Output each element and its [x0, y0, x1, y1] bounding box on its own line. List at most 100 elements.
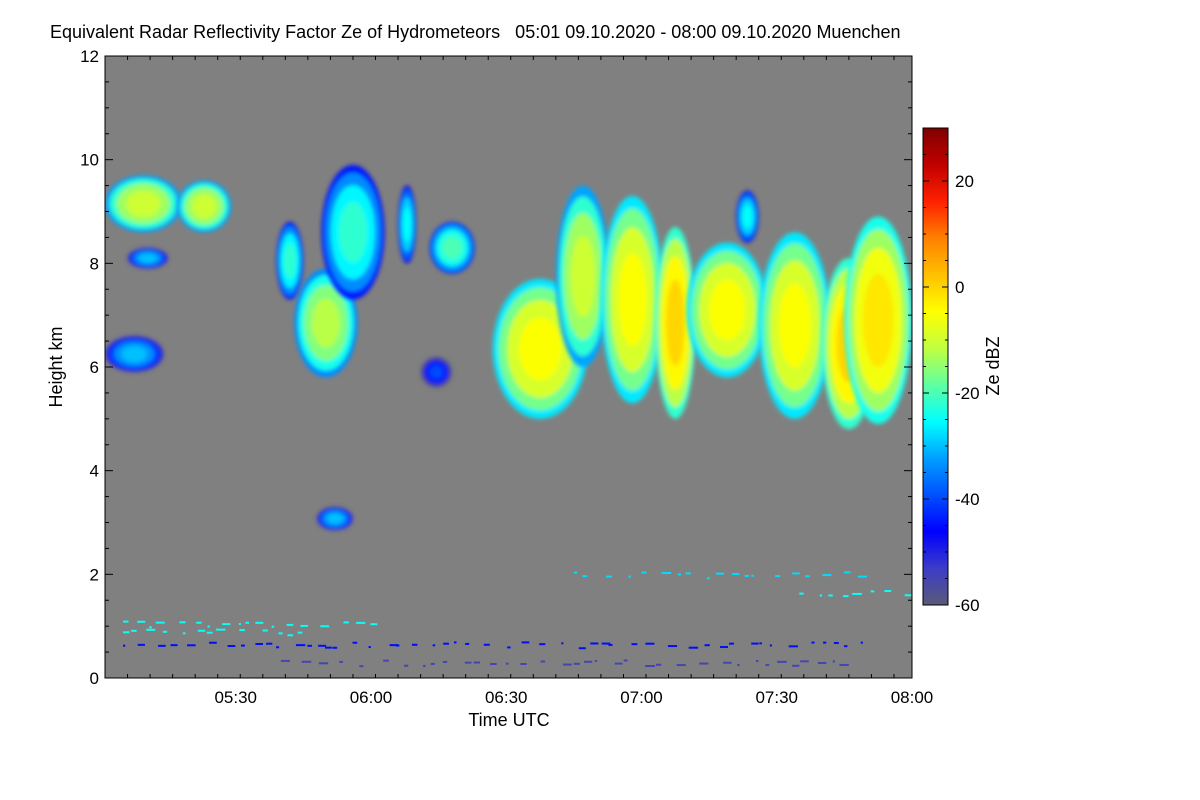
- return-dot: [688, 646, 699, 649]
- return-dot: [483, 643, 490, 646]
- colorbar-tick-label: -20: [955, 384, 980, 403]
- return-dot: [605, 575, 612, 578]
- return-dot: [411, 643, 418, 646]
- return-dot: [777, 660, 787, 663]
- reflectivity-echoes: [105, 164, 912, 531]
- return-dot: [817, 662, 827, 665]
- y-tick-label: 10: [80, 151, 99, 170]
- low-level-return: [280, 659, 849, 668]
- return-dot: [182, 632, 186, 635]
- echo-region: [105, 175, 182, 233]
- return-dot: [332, 646, 338, 649]
- echo-region: [105, 335, 164, 373]
- echo-cell: [666, 279, 685, 367]
- return-dot: [540, 660, 546, 663]
- return-dot: [759, 642, 762, 645]
- return-dot: [788, 645, 798, 648]
- return-dot: [146, 628, 156, 631]
- return-dot: [490, 663, 497, 666]
- return-dot: [368, 646, 371, 649]
- return-dot: [352, 641, 358, 644]
- echo-cell: [403, 206, 412, 242]
- return-dot: [582, 575, 588, 578]
- echo-cell: [429, 365, 444, 380]
- return-dot: [520, 662, 527, 665]
- return-dot: [158, 644, 166, 647]
- return-dot: [162, 630, 168, 633]
- return-dot: [197, 629, 206, 632]
- return-dot: [811, 641, 815, 644]
- return-dot: [716, 572, 725, 575]
- colorbar-tick-label: 20: [955, 172, 974, 191]
- return-dot: [631, 643, 638, 646]
- return-dot: [539, 643, 546, 646]
- y-tick-label: 6: [90, 358, 99, 377]
- colorbar-axis: -60 -40 -20 0 20: [923, 127, 980, 615]
- return-dot: [505, 662, 509, 665]
- x-tick-label: 08:00: [891, 688, 934, 707]
- echo-region: [398, 185, 417, 264]
- return-dot: [823, 641, 827, 644]
- return-dot: [645, 642, 655, 645]
- low-level-return: [123, 620, 378, 629]
- return-dot: [608, 643, 613, 646]
- return-dot: [756, 659, 759, 662]
- echo-cell: [708, 279, 746, 341]
- x-tick-label: 05:30: [214, 688, 257, 707]
- echo-cell: [742, 205, 753, 229]
- return-dot: [769, 644, 772, 647]
- return-dot: [404, 664, 409, 667]
- return-dot: [667, 645, 678, 648]
- return-dot: [751, 574, 754, 577]
- return-dot: [594, 659, 598, 662]
- return-dot: [389, 644, 399, 647]
- return-dot: [804, 575, 810, 578]
- return-dot: [280, 659, 290, 662]
- return-dot: [278, 632, 283, 635]
- return-dot: [573, 571, 578, 574]
- return-dot: [465, 642, 470, 645]
- return-dot: [443, 642, 449, 645]
- return-dot: [423, 664, 426, 667]
- echo-region: [686, 242, 768, 378]
- return-dot: [860, 641, 863, 644]
- return-dot: [222, 623, 231, 626]
- echo-region: [600, 195, 665, 404]
- return-dot: [318, 644, 327, 647]
- return-dot: [737, 664, 740, 667]
- x-tick-label: 07:30: [755, 688, 798, 707]
- return-dot: [641, 571, 647, 574]
- y-axis: 0 2 4 6 8 10 12: [80, 47, 912, 688]
- x-tick-label: 06:30: [485, 688, 528, 707]
- echo-region: [127, 247, 169, 269]
- return-dot: [430, 662, 435, 665]
- echo-cell: [778, 283, 812, 368]
- y-axis-label: Height km: [46, 326, 66, 407]
- return-dot: [271, 625, 275, 628]
- return-dot: [819, 594, 823, 597]
- echo-cell: [618, 252, 647, 347]
- return-dot: [799, 592, 804, 595]
- return-dot: [320, 625, 330, 628]
- echo-cell: [518, 317, 562, 381]
- low-level-return: [573, 571, 867, 580]
- echo-cell: [138, 253, 157, 263]
- echo-region: [177, 180, 232, 233]
- echo-region: [844, 216, 912, 425]
- return-dot: [706, 577, 710, 580]
- return-dot: [149, 626, 152, 629]
- echo-region: [736, 190, 759, 243]
- return-dot: [307, 644, 312, 647]
- low-level-return: [799, 590, 912, 598]
- return-dot: [744, 574, 750, 577]
- return-dot: [614, 662, 623, 665]
- return-dot: [843, 645, 848, 648]
- return-dot: [239, 629, 245, 632]
- colorbar-tick-label: -60: [955, 596, 980, 615]
- return-dot: [454, 641, 457, 644]
- return-dot: [241, 644, 245, 647]
- x-axis: 05:30 06:00 06:30 07:00 07:30 08:00: [104, 56, 934, 707]
- return-dot: [255, 642, 263, 645]
- return-dot: [442, 660, 448, 663]
- echo-cell: [862, 273, 894, 367]
